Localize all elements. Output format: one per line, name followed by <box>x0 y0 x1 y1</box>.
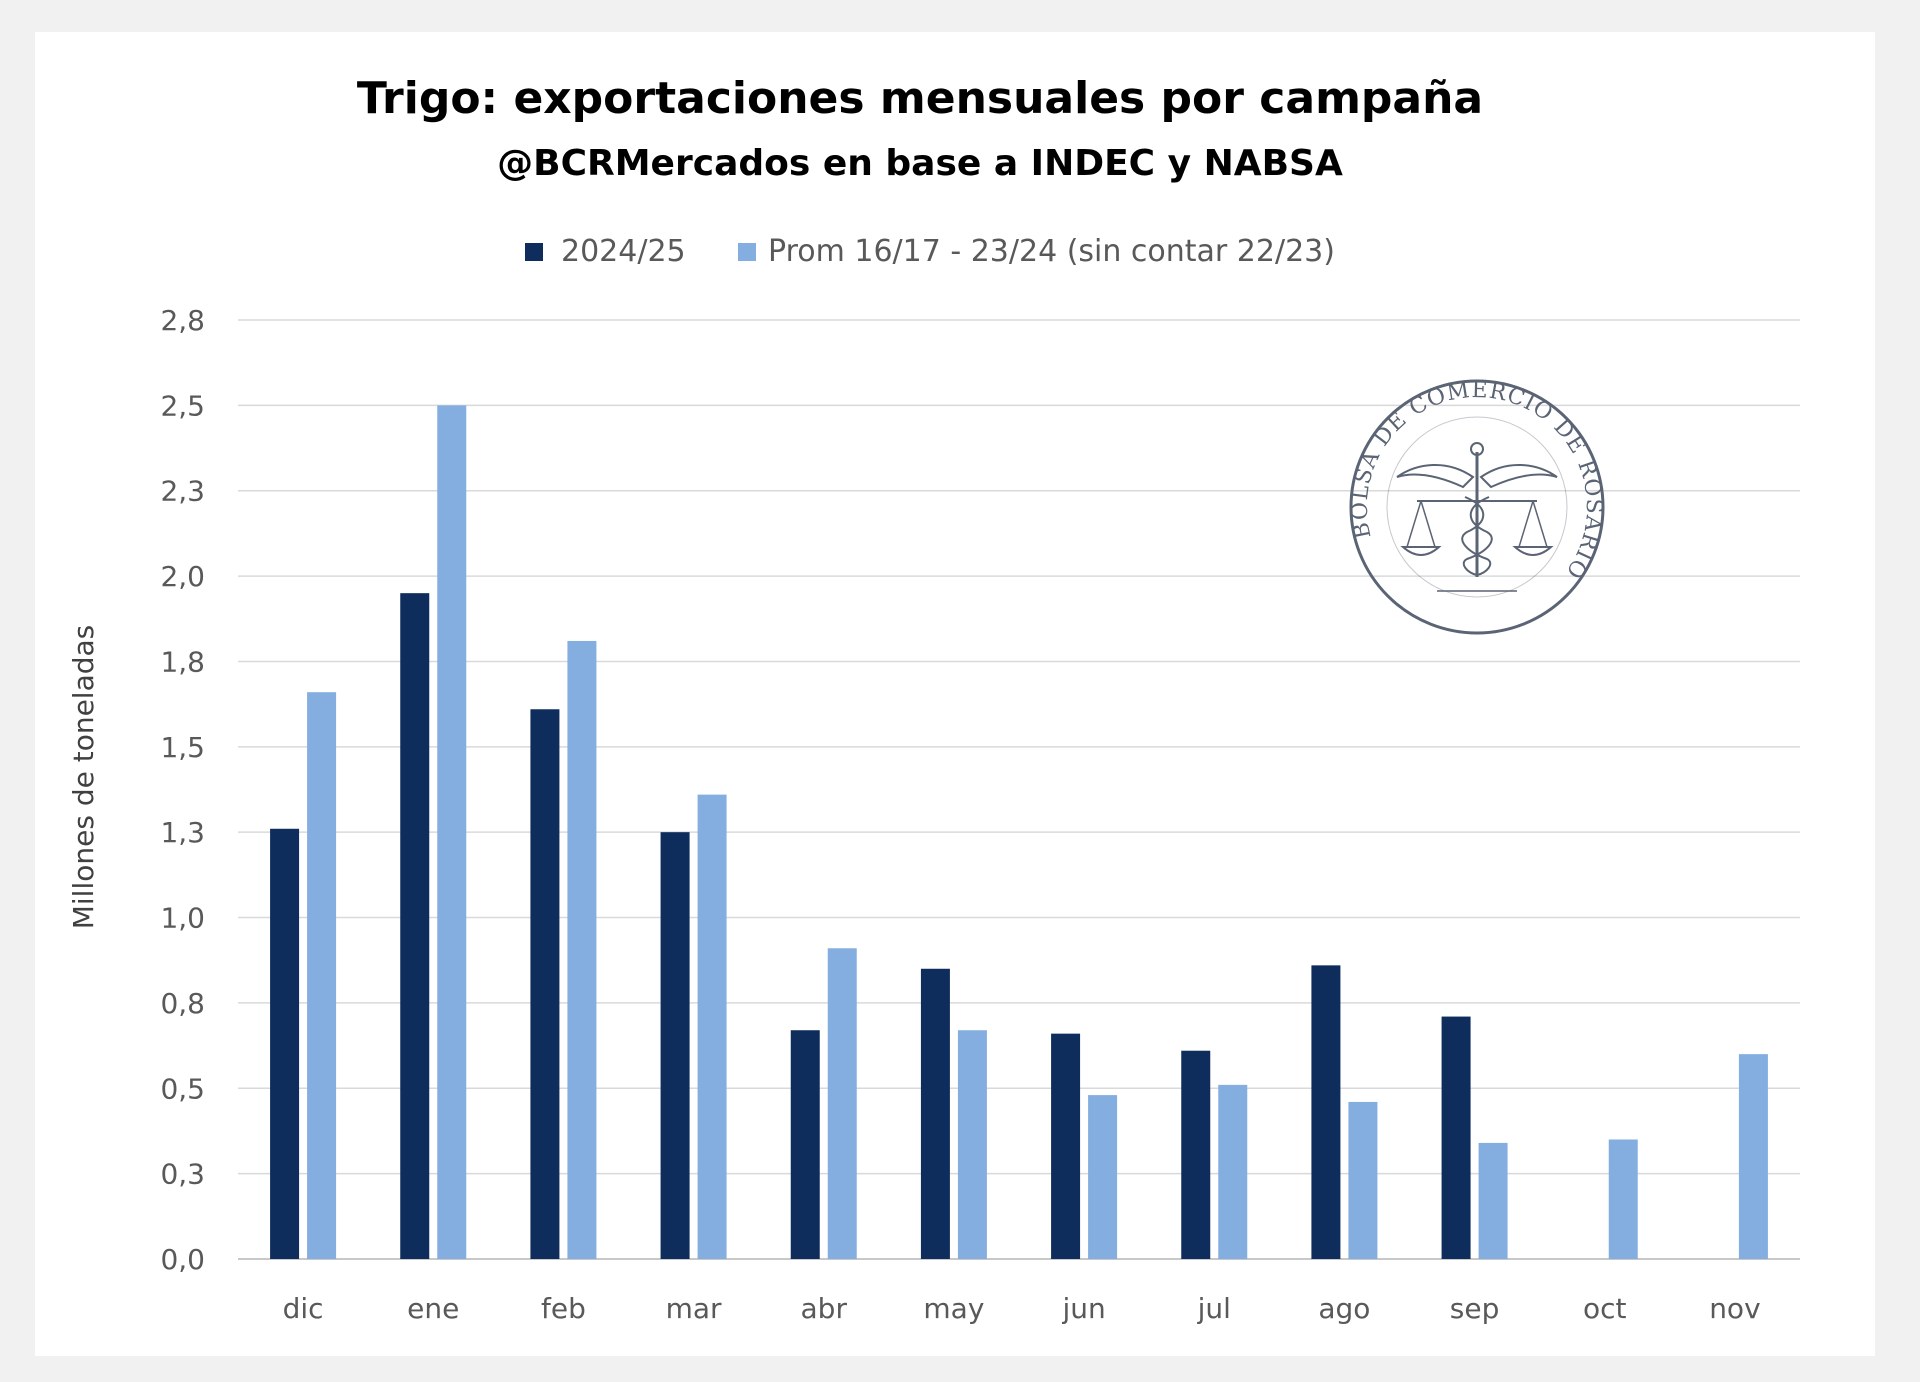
x-tick-label: mar <box>666 1292 722 1325</box>
bar-series-prom-jul <box>1218 1084 1248 1259</box>
bar-series-prom-jun <box>1088 1095 1118 1259</box>
legend: 2024/25 Prom 16/17 - 23/24 (sin contar 22… <box>525 234 1335 269</box>
legend-swatch <box>738 243 756 261</box>
y-tick-label: 0,3 <box>160 1158 205 1191</box>
y-tick-label: 1,5 <box>160 731 205 764</box>
bar-series-prom-may <box>957 1030 987 1259</box>
legend-label: 2024/25 <box>561 234 686 269</box>
bar-series-prom-sep <box>1478 1142 1508 1259</box>
y-tick-label: 1,8 <box>160 645 205 678</box>
bar-series-prom-dic <box>307 692 337 1259</box>
x-tick-label: may <box>923 1292 984 1325</box>
x-tick-label: nov <box>1709 1292 1760 1325</box>
y-tick-label: 1,0 <box>160 902 205 935</box>
y-axis-title: Millones de toneladas <box>67 625 100 930</box>
bar-series-2024-25-dic <box>270 828 300 1259</box>
bar-series-2024-25-mar <box>660 832 690 1259</box>
bar-series-2024-25-abr <box>790 1030 820 1259</box>
chart-card: Trigo: exportaciones mensuales por campa… <box>35 32 1875 1356</box>
y-tick-label: 0,0 <box>160 1243 205 1276</box>
bar-series-2024-25-jul <box>1181 1050 1211 1259</box>
gridlines <box>238 319 1800 1260</box>
x-tick-label: jun <box>1061 1292 1105 1325</box>
x-tick-label: dic <box>283 1292 324 1325</box>
bar-series-2024-25-ene <box>400 593 430 1259</box>
bar-series-prom-ago <box>1348 1101 1378 1259</box>
x-tick-label: ene <box>407 1292 459 1325</box>
legend-label: Prom 16/17 - 23/24 (sin contar 22/23) <box>768 234 1335 269</box>
y-tick-label: 2,3 <box>160 475 205 508</box>
y-tick-label: 1,3 <box>160 816 205 849</box>
x-tick-label: sep <box>1450 1292 1500 1325</box>
bar-series-prom-oct <box>1608 1139 1638 1259</box>
x-tick-label: ago <box>1318 1292 1370 1325</box>
y-tick-label: 0,5 <box>160 1072 205 1105</box>
bar-series-2024-25-ago <box>1311 965 1341 1259</box>
bar-series-2024-25-jun <box>1051 1033 1081 1259</box>
bar-series-prom-ene <box>437 405 467 1259</box>
x-tick-label: jul <box>1197 1292 1231 1325</box>
bar-series-prom-mar <box>697 794 727 1259</box>
chart-title: Trigo: exportaciones mensuales por campa… <box>357 73 1483 124</box>
bar-series-2024-25-sep <box>1441 1016 1471 1259</box>
y-tick-label: 2,8 <box>160 304 205 337</box>
y-tick-label: 2,5 <box>160 389 205 422</box>
x-tick-label: abr <box>801 1292 848 1325</box>
chart: Trigo: exportaciones mensuales por campa… <box>67 73 1800 1325</box>
bar-series-2024-25-feb <box>530 709 560 1259</box>
x-tick-label: feb <box>541 1292 586 1325</box>
y-tick-label: 2,0 <box>160 560 205 593</box>
bars <box>270 405 1768 1259</box>
x-axis-ticks: dic ene feb mar abr may jun jul ago sep oct nov <box>283 1292 1761 1325</box>
bar-series-2024-25-may <box>920 968 950 1259</box>
bcr-seal-logo: BOLSA DE COMERCIO DE ROSARIO <box>1348 378 1605 635</box>
y-tick-label: 0,8 <box>160 987 205 1020</box>
legend-swatch <box>525 243 543 261</box>
y-axis-ticks: 0,0 0,3 0,5 0,8 1,0 1,3 1,5 1,8 2,0 2,3 2,5 2,8 <box>160 304 205 1276</box>
bar-series-prom-abr <box>827 948 857 1259</box>
x-tick-label: oct <box>1583 1292 1627 1325</box>
bar-series-prom-feb <box>567 640 597 1259</box>
chart-subtitle: @BCRMercados en base a INDEC y NABSA <box>497 143 1343 184</box>
bar-series-prom-nov <box>1738 1054 1768 1259</box>
